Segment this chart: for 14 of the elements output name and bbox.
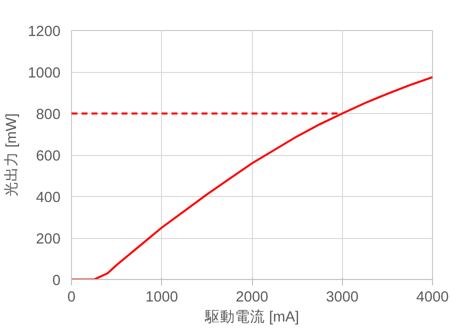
x-tick-label: 1000 (145, 290, 178, 306)
y-tick-label: 1000 (28, 66, 61, 82)
y-tick-label: 200 (36, 232, 61, 248)
x-tick-label: 0 (67, 290, 76, 306)
y-tick-label: 400 (36, 190, 61, 206)
y-tick-label: 0 (52, 273, 61, 289)
y-axis-title: 光出力 [mW] (2, 113, 20, 197)
y-tick-label: 600 (36, 148, 61, 164)
y-tick-label: 1200 (28, 24, 61, 40)
x-tick-label: 2000 (236, 290, 268, 306)
x-tick-label: 3000 (326, 290, 359, 306)
y-tick-label: 800 (36, 107, 61, 123)
x-axis-title: 駆動電流 [mA] (204, 308, 300, 326)
x-tick-label: 4000 (416, 290, 449, 306)
